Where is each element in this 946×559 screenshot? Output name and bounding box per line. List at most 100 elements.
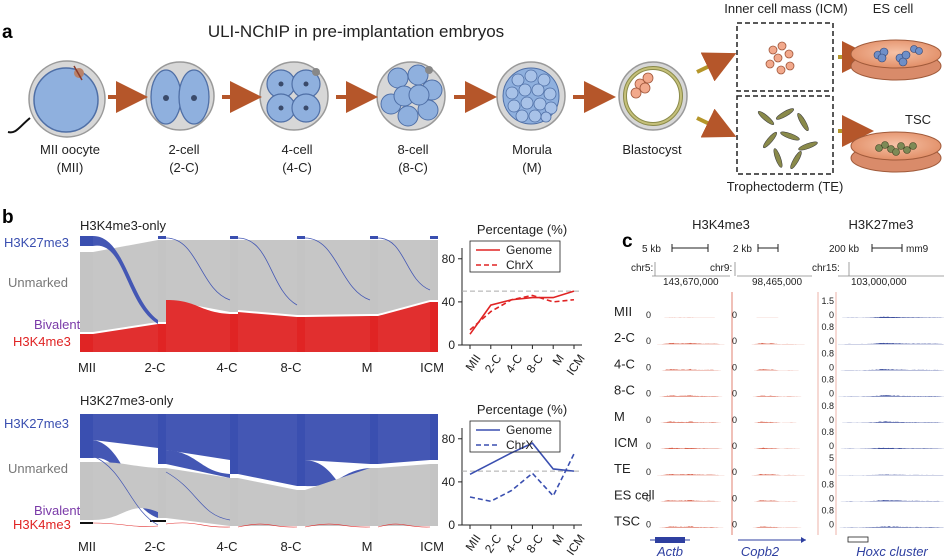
- line-chart-bottom-xtick-label-5: ICM: [564, 532, 588, 558]
- track-zero-tick: 0: [829, 415, 834, 425]
- morula-illustration: [496, 61, 566, 131]
- line-chart-top-legend-label-0: Genome: [506, 243, 552, 257]
- stage-axis-2c-bottom: 2-C: [145, 539, 166, 554]
- panel-a-letter: a: [2, 22, 13, 43]
- line-chart-bottom-ytick-label-1: 40: [442, 475, 456, 489]
- h3k27me3-track-title: H3K27me3: [848, 217, 913, 232]
- blastocyst-illustration: [618, 61, 688, 131]
- stage-label-4c: 4-cell: [281, 142, 312, 157]
- line-chart-top-xtick-label-3: 8-C: [524, 351, 547, 375]
- signal-track-k27me3: [838, 474, 944, 476]
- track-ymax-label: 0.8: [821, 322, 834, 332]
- genome-assembly: mm9: [906, 244, 929, 255]
- track-row-label: ICM: [614, 435, 638, 450]
- track-zero-tick: 0: [732, 310, 737, 320]
- track-ymax-label: 0.8: [821, 506, 834, 516]
- track-zero-tick: 0: [732, 493, 737, 503]
- stage-label-8c: 8-cell: [397, 142, 428, 157]
- tsc-label: TSC: [905, 112, 931, 127]
- track-zero-tick: 0: [646, 467, 651, 477]
- signal-track-k4me3: [738, 526, 815, 528]
- state-label-h3k27me3-top: H3K27me3: [4, 235, 69, 250]
- stage-labels: MII oocyte (MII) 2-cell (2-C) 4-cell (4-…: [40, 142, 682, 175]
- signal-track-k4me3: [738, 500, 815, 502]
- stage-axis-icm: ICM: [420, 360, 444, 375]
- track-ymax-label: 0.8: [821, 375, 834, 385]
- culture-dishes: ES cell TSC: [838, 1, 942, 173]
- es-cell-label: ES cell: [873, 1, 914, 16]
- signal-track-k4me3: [653, 421, 728, 423]
- icm-te-boxes: Inner cell mass (ICM) Trophectoderm (TE): [696, 1, 848, 194]
- line-chart-bottom-xtick-label-1: 2-C: [482, 531, 505, 555]
- line-chart-bottom-series-chrx: [469, 453, 575, 503]
- stage-label-morula: Morula: [512, 142, 553, 157]
- scale-5kb: 5 kb: [642, 244, 661, 255]
- line-chart-bottom-xtick-label-3: 8-C: [524, 531, 547, 555]
- line-chart-bottom-legend-label-0: Genome: [506, 423, 552, 437]
- alluvial-h3k4me3-only: H3K4me3-only H3K27me3 Unmarked Bivalent …: [4, 218, 444, 375]
- signal-track-k27me3: [838, 342, 944, 345]
- track-zero-tick: 0: [646, 441, 651, 451]
- track-zero-tick: 0: [829, 362, 834, 372]
- stage-abbr-morula: (M): [522, 160, 542, 175]
- mii-oocyte-illustration: [7, 60, 106, 138]
- stage-axis-4c: 4-C: [217, 360, 238, 375]
- track-zero-tick: 0: [646, 336, 651, 346]
- alluvial-bottom-nodes: [80, 414, 438, 526]
- track-zero-tick: 0: [829, 389, 834, 399]
- stage-abbr-8c: (8-C): [398, 160, 428, 175]
- track-row-label: M: [614, 409, 625, 424]
- line-chart-bottom-legend-box: [469, 420, 561, 453]
- track-ymax-label: 0.8: [821, 427, 834, 437]
- track-row-label: 4-C: [614, 356, 635, 371]
- h3k4me3-track-title: H3K4me3: [692, 217, 750, 232]
- line-chart-top-legend-label-1: ChrX: [506, 258, 533, 272]
- line-chart-bottom-legend-label-1: ChrX: [506, 438, 533, 452]
- track-zero-tick: 0: [646, 520, 651, 530]
- state-label-h3k27me3-bottom: H3K27me3: [4, 416, 69, 431]
- signal-track-k27me3: [838, 316, 944, 318]
- chrom-chr5: chr5:: [631, 263, 653, 274]
- signal-track-k4me3: [653, 474, 728, 476]
- line-chart-top-xtick-label-2: 4-C: [503, 351, 526, 375]
- scale-2kb: 2 kb: [733, 244, 752, 255]
- stage-axis-m-bottom: M: [362, 539, 373, 554]
- track-zero-tick: 0: [646, 310, 651, 320]
- line-chart-top-xtick-label-1: 2-C: [482, 351, 505, 375]
- line-chart-top-title: Percentage (%): [477, 222, 567, 237]
- track-zero-tick: 0: [829, 493, 834, 503]
- track-zero-tick: 0: [646, 493, 651, 503]
- es-cell-dish: [850, 39, 942, 81]
- state-label-bivalent-bottom: Bivalent: [34, 503, 81, 518]
- line-chart-top-series-genome: [469, 290, 575, 335]
- track-zero-tick: 0: [646, 362, 651, 372]
- alluvial-bottom-title: H3K27me3-only: [80, 393, 174, 408]
- line-chart-top-series-chrx: [469, 294, 575, 331]
- track-zero-tick: 0: [732, 467, 737, 477]
- line-chart-bottom-title: Percentage (%): [477, 402, 567, 417]
- stage-axis-mii-bottom: MII: [78, 539, 96, 554]
- signal-track-k4me3: [738, 473, 815, 476]
- pos-chr15: 103,000,000: [851, 277, 907, 288]
- te-label: Trophectoderm (TE): [727, 179, 844, 194]
- track-zero-tick: 0: [732, 415, 737, 425]
- stage-axis-2c: 2-C: [145, 360, 166, 375]
- alluvial-top-axis: MII 2-C 4-C 8-C M ICM: [78, 360, 444, 375]
- line-chart-bottom-xtick-label-4: M: [550, 532, 567, 548]
- track-zero-tick: 0: [732, 389, 737, 399]
- signal-track-k4me3: [653, 342, 728, 345]
- chrom-chr9: chr9:: [710, 263, 732, 274]
- track-row-label: 8-C: [614, 383, 635, 398]
- scale-bars: [671, 244, 903, 252]
- track-zero-tick: 0: [829, 441, 834, 451]
- gene-hoxc: Hoxc cluster: [856, 544, 928, 559]
- track-zero-tick: 0: [732, 336, 737, 346]
- stage-axis-8c-bottom: 8-C: [281, 539, 302, 554]
- stage-axis-icm-bottom: ICM: [420, 539, 444, 554]
- track-ymax-label: 1.5: [821, 296, 834, 306]
- gene-actb: Actb: [656, 544, 683, 559]
- signal-track-k4me3: [738, 447, 815, 449]
- alluvial-top-title: H3K4me3-only: [80, 218, 166, 233]
- panel-c: c H3K4me3 H3K27me3 5 kb 2 kb 200 kb mm9 …: [614, 217, 944, 559]
